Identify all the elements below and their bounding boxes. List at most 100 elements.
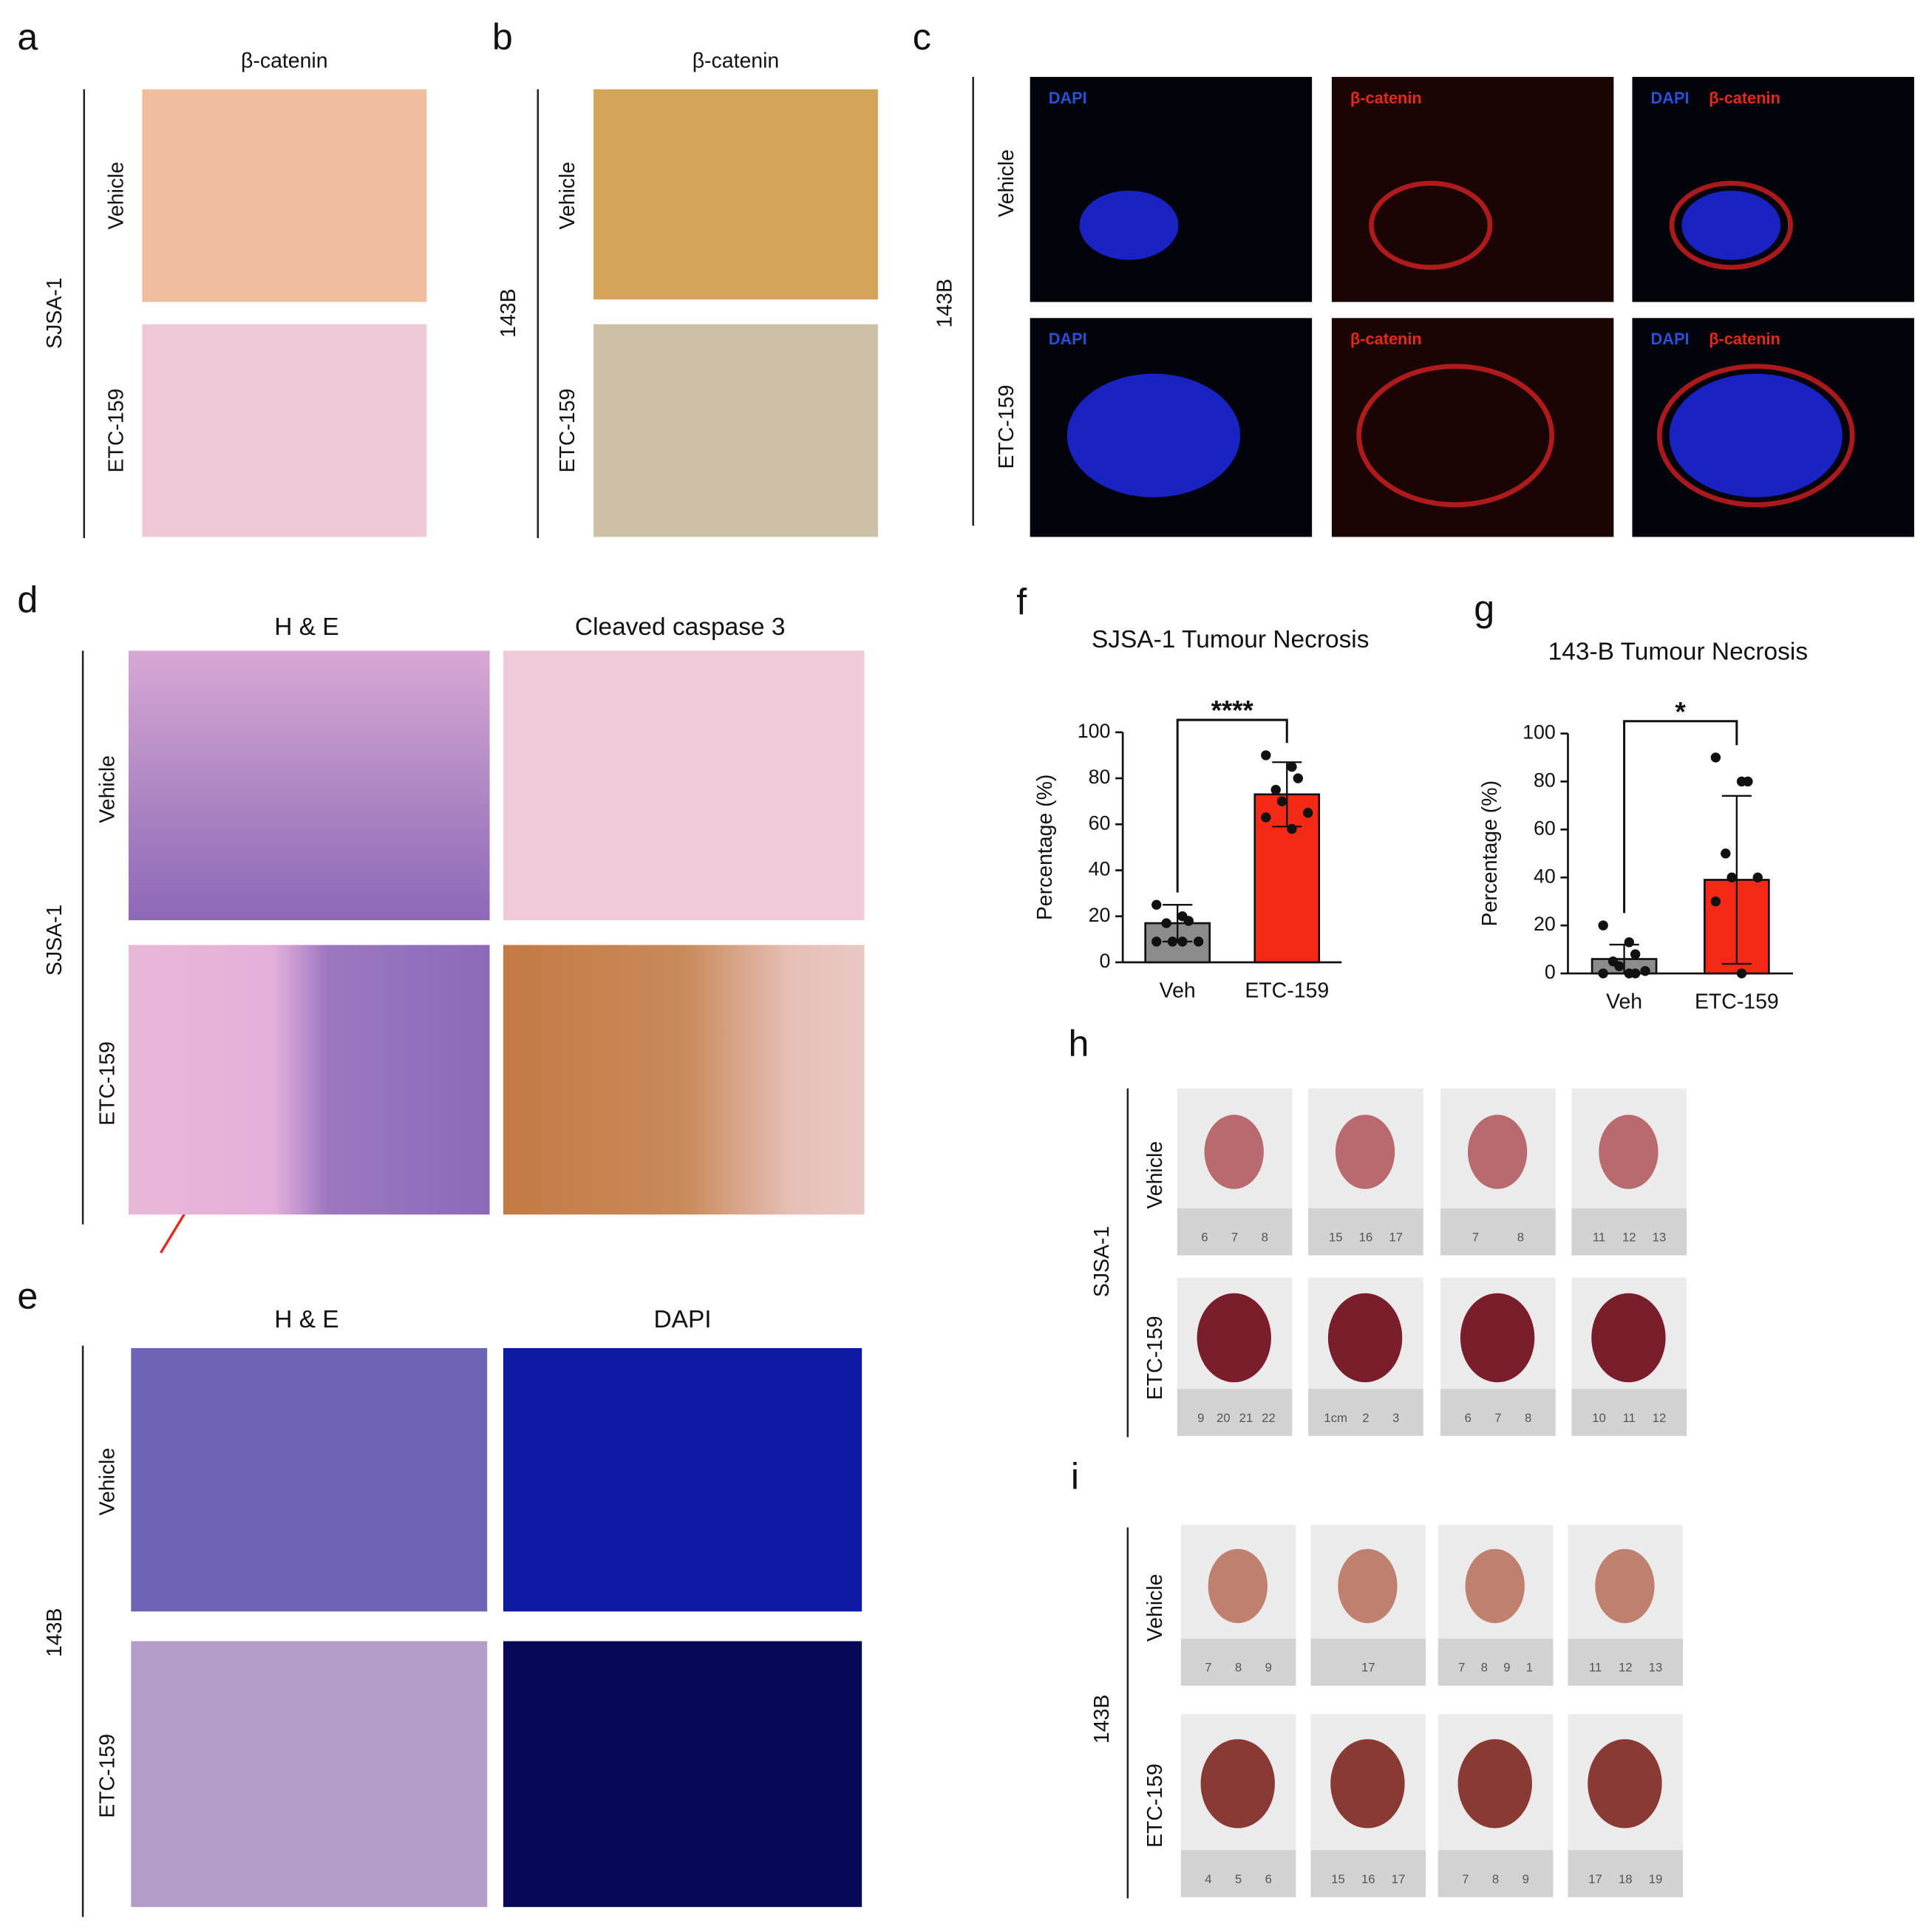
data-point — [1276, 796, 1287, 806]
column-header: β-catenin — [693, 49, 780, 72]
significance-bracket — [1623, 720, 1738, 914]
data-point — [1710, 896, 1721, 907]
data-point — [1752, 872, 1763, 882]
tumour — [1465, 1548, 1525, 1624]
group-label: 143B — [933, 279, 956, 327]
x-tick-label: ETC-159 — [1695, 990, 1779, 1014]
ruler-label: 19 — [1649, 1872, 1663, 1886]
panel-letter: i — [1071, 1456, 1079, 1497]
ruler-label: 1cm — [1324, 1411, 1347, 1425]
tumour — [1330, 1739, 1405, 1829]
column-header: H & E — [274, 1306, 338, 1333]
ruler-label: 2 — [1362, 1411, 1369, 1425]
ruler-label: 17 — [1392, 1872, 1406, 1886]
data-point — [1726, 872, 1737, 882]
ruler — [1310, 1850, 1426, 1897]
micrograph — [1632, 77, 1914, 302]
data-point — [1624, 937, 1634, 948]
tumour — [1208, 1548, 1268, 1624]
data-point — [1167, 936, 1178, 947]
channel-label: DAPI — [1651, 89, 1690, 107]
data-point — [1630, 968, 1641, 979]
ruler-label: 9 — [1503, 1661, 1510, 1675]
nuclei — [1079, 190, 1179, 260]
ruler-label: 17 — [1389, 1230, 1403, 1244]
ruler — [1308, 1389, 1423, 1436]
row-label: ETC-159 — [104, 389, 128, 473]
row-label: Vehicle — [96, 1448, 120, 1516]
ruler-label: 6 — [1265, 1872, 1272, 1886]
column-header: H & E — [274, 613, 338, 641]
y-tick-label: 20 — [1534, 913, 1556, 935]
data-point — [1598, 920, 1608, 931]
group-label: SJSA-1 — [1090, 1226, 1114, 1297]
data-point — [1614, 961, 1624, 971]
panel-letter: e — [17, 1275, 38, 1316]
micrograph — [131, 1347, 488, 1612]
tumour — [1204, 1115, 1264, 1189]
ruler — [1440, 1208, 1556, 1256]
ruler — [1177, 1208, 1293, 1256]
nuclei — [1681, 190, 1781, 260]
channel-label: DAPI — [1049, 330, 1087, 348]
y-tick-label: 0 — [1100, 950, 1111, 972]
y-tick-label: 80 — [1534, 769, 1556, 791]
tumour — [1335, 1115, 1395, 1189]
ruler — [1177, 1389, 1293, 1436]
nuclei — [1669, 373, 1843, 497]
ruler-label: 7 — [1462, 1872, 1469, 1886]
data-point — [1270, 784, 1281, 795]
membrane-stain — [1356, 364, 1555, 508]
data-point — [1287, 761, 1297, 772]
row-label: ETC-159 — [1143, 1316, 1167, 1400]
channel-label: β-catenin — [1350, 330, 1422, 348]
micrograph — [503, 650, 865, 921]
column-header: DAPI — [653, 1306, 711, 1333]
micrograph — [1030, 77, 1313, 302]
data-point — [1183, 916, 1194, 926]
tumour — [1467, 1115, 1528, 1189]
row-label: Vehicle — [556, 162, 579, 230]
ruler-label: 10 — [1592, 1411, 1606, 1425]
ruler — [1568, 1850, 1684, 1897]
channel-label: β-catenin — [1350, 89, 1422, 107]
y-tick-label: 80 — [1089, 766, 1111, 788]
micrograph — [129, 945, 490, 1215]
y-tick-label: 60 — [1089, 812, 1111, 834]
significance-label: * — [1675, 696, 1687, 727]
ruler — [1180, 1639, 1296, 1686]
membrane-stain — [1669, 180, 1793, 271]
tumour — [1200, 1739, 1275, 1829]
ruler-label: 12 — [1622, 1230, 1636, 1244]
data-point — [1630, 949, 1641, 959]
y-tick-label: 40 — [1089, 858, 1111, 880]
chart-title: SJSA-1 Tumour Necrosis — [1092, 626, 1370, 653]
data-point — [1640, 966, 1650, 976]
membrane-stain — [1656, 364, 1855, 508]
ruler-label: 15 — [1331, 1872, 1345, 1886]
ruler-label: 16 — [1361, 1872, 1375, 1886]
ruler-label: 7 — [1472, 1230, 1479, 1244]
ruler-label: 4 — [1205, 1872, 1211, 1886]
group-label: 143B — [43, 1608, 67, 1657]
row-label: ETC-159 — [995, 385, 1018, 469]
x-tick-label: Veh — [1160, 979, 1196, 1003]
data-point — [1193, 936, 1204, 947]
tumour — [1599, 1115, 1658, 1189]
column-header: β-catenin — [241, 49, 328, 72]
ruler-label: 12 — [1619, 1661, 1633, 1675]
y-tick-label: 60 — [1534, 817, 1556, 839]
ruler — [1438, 1850, 1554, 1897]
data-point — [1293, 773, 1304, 783]
chart-title: 143-B Tumour Necrosis — [1548, 639, 1808, 666]
data-point — [1598, 968, 1608, 979]
channel-label: DAPI — [1651, 330, 1690, 348]
ruler-label: 8 — [1481, 1661, 1488, 1675]
row-label: ETC-159 — [556, 389, 579, 473]
group-label: 143B — [1090, 1695, 1114, 1744]
tumour — [1591, 1293, 1666, 1383]
ruler-label: 17 — [1361, 1661, 1375, 1675]
panel-letter: g — [1474, 588, 1494, 629]
y-tick-label: 0 — [1545, 961, 1556, 983]
